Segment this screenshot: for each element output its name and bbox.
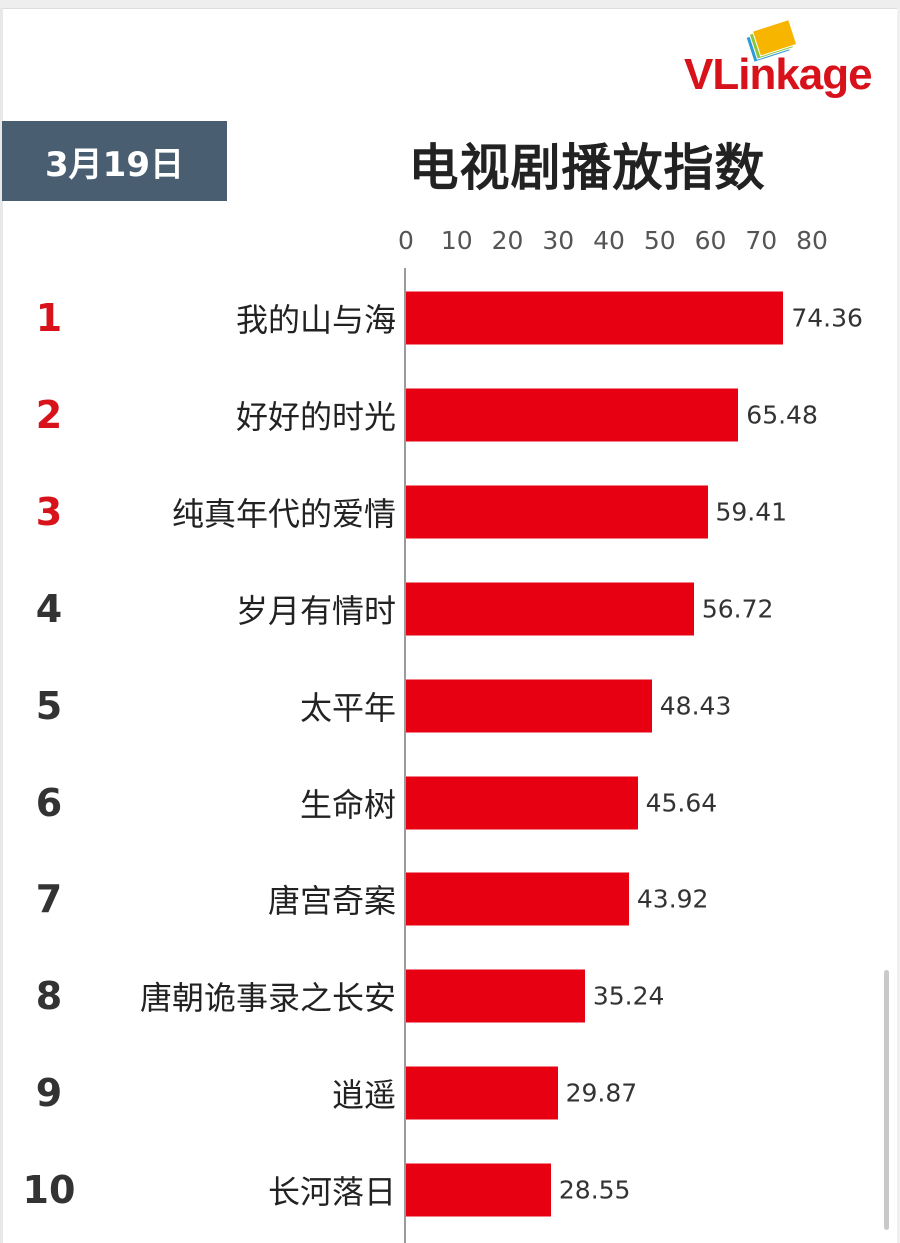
rank-number: 2 — [35, 392, 63, 437]
window-top-edge — [0, 0, 900, 9]
category-label: 唐宫奇案 — [267, 882, 396, 921]
data-label: 48.43 — [659, 691, 732, 721]
bar — [406, 1066, 558, 1120]
rank-number: 7 — [35, 877, 63, 922]
date-badge: 3月19日 — [2, 121, 227, 201]
category-label: 我的山与海 — [235, 301, 396, 339]
chart-title: 电视剧播放指数 — [408, 139, 766, 197]
category-label: 纯真年代的爱情 — [171, 494, 396, 533]
rank-number: 10 — [22, 1168, 76, 1213]
x-tick-label: 80 — [796, 226, 828, 255]
category-label: 逍遥 — [331, 1076, 396, 1115]
data-label: 28.55 — [558, 1175, 631, 1205]
y-axis-line — [404, 268, 406, 1243]
data-label: 43.92 — [636, 884, 709, 914]
logo-cards-icon — [745, 20, 798, 63]
x-tick-label: 50 — [643, 226, 676, 255]
x-tick-label: 30 — [542, 226, 575, 255]
category-label: 长河落日 — [267, 1173, 396, 1212]
vlinkage-logo: VLinkage — [684, 20, 894, 104]
category-label: 岁月有情时 — [235, 591, 396, 630]
scrollbar[interactable] — [884, 970, 889, 1230]
data-label: 45.64 — [645, 788, 718, 817]
bar — [406, 1163, 551, 1217]
rank-number: 3 — [35, 489, 63, 534]
data-label: 56.72 — [701, 594, 774, 624]
rank-number: 9 — [35, 1071, 63, 1116]
data-label: 29.87 — [565, 1078, 638, 1108]
x-tick-label: 20 — [491, 226, 524, 255]
category-label: 唐朝诡事录之长安 — [139, 979, 396, 1018]
category-label: 生命树 — [299, 785, 396, 824]
bar — [406, 679, 652, 733]
rank-number: 1 — [35, 296, 63, 340]
window-left-edge — [0, 8, 3, 1243]
bar — [406, 969, 585, 1023]
x-tick-label: 0 — [398, 226, 414, 255]
bar — [406, 582, 694, 636]
bar — [406, 872, 629, 926]
data-label: 74.36 — [791, 303, 863, 333]
window-right-edge — [897, 8, 900, 1243]
x-tick-label: 70 — [745, 226, 778, 255]
rank-number: 5 — [35, 683, 63, 728]
bar — [406, 291, 784, 345]
rank-number: 8 — [35, 974, 63, 1019]
data-label: 59.41 — [715, 497, 788, 527]
bar — [406, 388, 739, 442]
data-label: 35.24 — [592, 981, 665, 1011]
x-tick-label: 40 — [593, 226, 625, 255]
bar — [406, 776, 638, 829]
bar — [406, 485, 708, 539]
category-label: 太平年 — [299, 688, 396, 727]
x-tick-label: 60 — [694, 226, 727, 255]
data-label: 65.48 — [746, 400, 818, 430]
x-tick-label: 10 — [440, 226, 473, 255]
logo-text: VLinkage — [684, 50, 873, 99]
category-label: 好好的时光 — [235, 397, 396, 436]
rank-number: 4 — [35, 586, 63, 631]
rank-number: 6 — [35, 780, 63, 825]
